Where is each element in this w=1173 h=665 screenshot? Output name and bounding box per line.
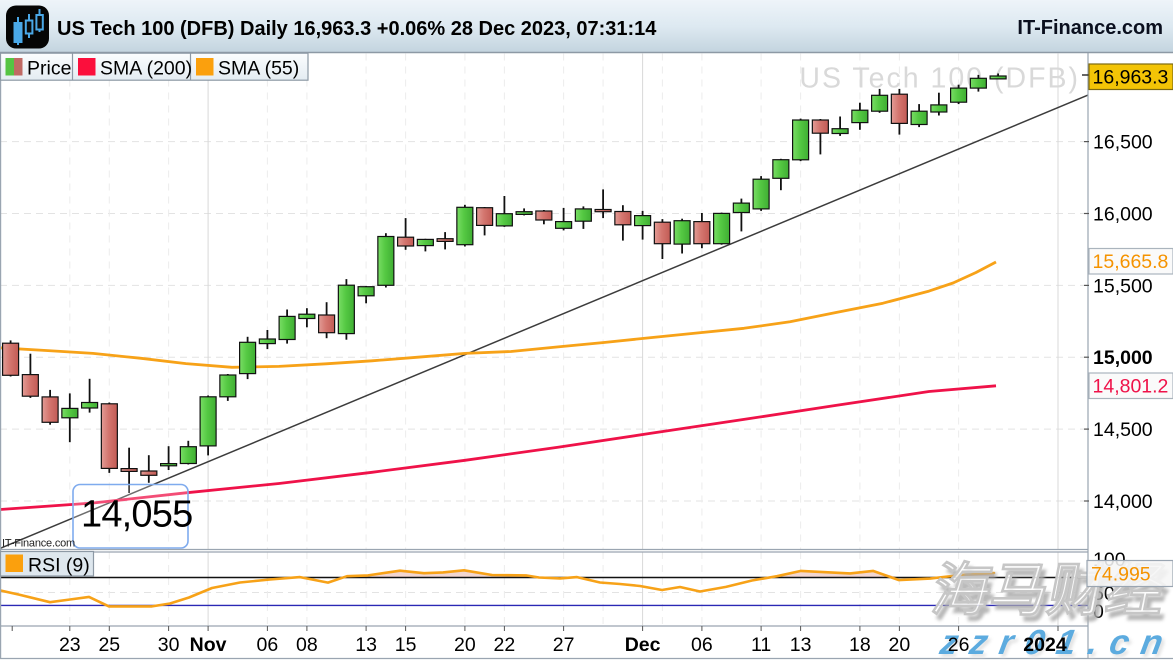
svg-text:20: 20	[889, 634, 911, 656]
svg-text:14,500: 14,500	[1093, 419, 1153, 441]
svg-text:zzr01.cn: zzr01.cn	[939, 626, 1173, 660]
svg-text:SMA (55): SMA (55)	[218, 58, 299, 80]
svg-text:15: 15	[395, 634, 417, 656]
svg-text:50: 50	[1093, 583, 1115, 605]
svg-text:25: 25	[98, 634, 120, 656]
svg-text:Price: Price	[27, 58, 71, 80]
svg-text:20: 20	[454, 634, 476, 656]
svg-text:26: 26	[948, 634, 970, 656]
svg-text:06: 06	[691, 634, 713, 656]
svg-text:IT-Finance.com: IT-Finance.com	[1017, 17, 1163, 39]
svg-text:13: 13	[790, 634, 812, 656]
svg-text:0: 0	[1093, 601, 1104, 623]
svg-text:Nov: Nov	[190, 634, 227, 656]
svg-text:11: 11	[751, 634, 771, 656]
svg-text:zzr01.cn: zzr01.cn	[936, 623, 1173, 660]
svg-text:27: 27	[553, 634, 575, 656]
svg-text:15,665.8: 15,665.8	[1093, 251, 1169, 273]
svg-text:13: 13	[355, 634, 377, 656]
svg-text:海马财经: 海马财经	[927, 558, 1171, 622]
svg-text:08: 08	[296, 634, 318, 656]
svg-text:16,000: 16,000	[1093, 204, 1153, 226]
svg-text:Dec: Dec	[625, 634, 661, 656]
svg-text:SMA (200): SMA (200)	[100, 58, 192, 80]
svg-text:23: 23	[59, 634, 81, 656]
svg-text:18: 18	[849, 634, 871, 656]
svg-text:06: 06	[257, 634, 279, 656]
svg-text:US Tech 100 (DFB) Daily 16,963: US Tech 100 (DFB) Daily 16,963.3 +0.06% …	[57, 18, 657, 40]
svg-text:14,801.2: 14,801.2	[1093, 376, 1169, 398]
svg-text:74.995: 74.995	[1091, 564, 1151, 586]
svg-text:16,963.3: 16,963.3	[1093, 67, 1169, 89]
svg-text:30: 30	[158, 634, 180, 656]
svg-text:15,000: 15,000	[1093, 347, 1153, 369]
svg-text:RSI (9): RSI (9)	[28, 555, 90, 577]
svg-text:US Tech 100 (DFB): US Tech 100 (DFB)	[799, 63, 1080, 95]
svg-text:22: 22	[494, 634, 516, 656]
svg-text:14,000: 14,000	[1093, 491, 1153, 513]
svg-text:IT-Finance.com: IT-Finance.com	[2, 538, 75, 550]
svg-text:2024: 2024	[1023, 634, 1067, 656]
svg-text:14,055: 14,055	[81, 494, 192, 536]
svg-text:16,500: 16,500	[1093, 132, 1153, 154]
svg-text:15,500: 15,500	[1093, 275, 1153, 297]
